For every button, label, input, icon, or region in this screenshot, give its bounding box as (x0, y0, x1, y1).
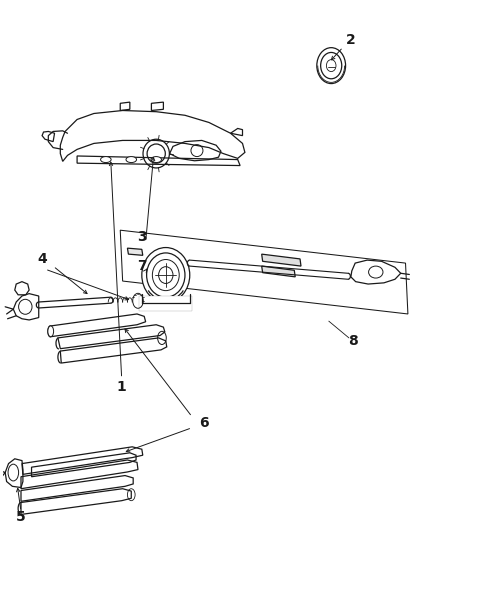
Polygon shape (261, 266, 295, 277)
Polygon shape (139, 296, 192, 311)
Text: 3: 3 (136, 230, 146, 245)
Ellipse shape (151, 156, 161, 162)
Ellipse shape (126, 156, 136, 162)
Ellipse shape (316, 48, 345, 83)
Text: 6: 6 (199, 416, 209, 430)
Ellipse shape (141, 248, 189, 303)
Text: 1: 1 (117, 380, 126, 394)
Ellipse shape (48, 326, 54, 336)
Text: 5: 5 (16, 510, 26, 524)
Text: 4: 4 (37, 252, 47, 266)
Text: 8: 8 (347, 334, 357, 348)
Polygon shape (127, 248, 142, 255)
Text: 2: 2 (345, 33, 354, 48)
Text: 7: 7 (136, 259, 146, 273)
Polygon shape (261, 254, 301, 266)
Ellipse shape (100, 156, 111, 162)
